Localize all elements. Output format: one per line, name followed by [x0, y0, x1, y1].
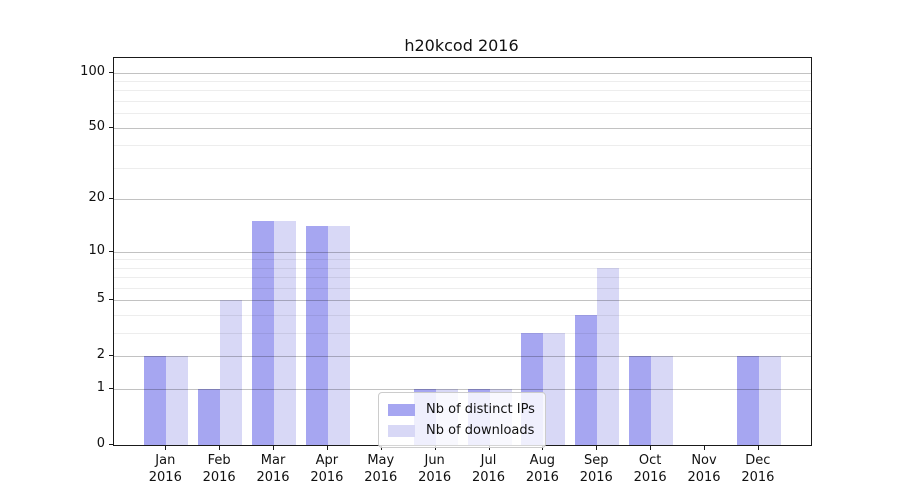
x-tick-mark: [327, 445, 328, 450]
chart-title: h20kcod 2016: [404, 36, 519, 55]
bar-nb-of-distinct-ips-feb: [198, 389, 221, 445]
x-tick-label-sep: Sep 2016: [579, 453, 613, 485]
x-tick-label-dec: Dec 2016: [741, 453, 775, 485]
x-tick-label-feb: Feb 2016: [202, 453, 236, 485]
y-tick-label: 2: [96, 347, 105, 363]
bar-nb-of-distinct-ips-oct: [629, 356, 652, 445]
y-tick-label: 100: [80, 63, 105, 79]
x-tick-label-jul: Jul 2016: [471, 453, 506, 485]
bar-nb-of-downloads-oct: [651, 356, 674, 445]
legend-label: Nb of distinct IPs: [426, 402, 535, 417]
bar-nb-of-downloads-sep: [597, 267, 620, 445]
bar-nb-of-distinct-ips-dec: [736, 356, 759, 445]
y-tick-mark: [109, 388, 113, 389]
x-tick-mark: [273, 445, 274, 450]
bar-nb-of-downloads-mar: [274, 221, 297, 445]
x-tick-label-jan: Jan 2016: [148, 453, 182, 485]
legend: Nb of distinct IPs Nb of downloads: [378, 392, 546, 448]
legend-swatch-icon: [388, 424, 415, 437]
x-tick-label-may: May 2016: [364, 453, 398, 485]
x-tick-label-mar: Mar 2016: [256, 453, 290, 485]
bar-nb-of-distinct-ips-apr: [305, 226, 328, 445]
y-tick-mark: [109, 198, 113, 199]
x-tick-mark: [650, 445, 651, 450]
y-tick-label: 1: [96, 380, 105, 396]
x-tick-mark: [704, 445, 705, 450]
bar-nb-of-distinct-ips-mar: [252, 221, 275, 445]
legend-row: Nb of downloads: [388, 420, 535, 441]
y-tick-mark: [109, 444, 113, 445]
bar-nb-of-distinct-ips-sep: [575, 315, 598, 445]
bar-nb-of-downloads-aug: [543, 333, 566, 445]
legend-row: Nb of distinct IPs: [388, 399, 535, 420]
x-tick-label-jun: Jun 2016: [418, 453, 452, 485]
legend-label: Nb of downloads: [426, 423, 535, 438]
y-tick-mark: [109, 299, 113, 300]
y-tick-label: 10: [88, 242, 105, 258]
y-tick-label: 50: [88, 118, 105, 134]
x-tick-label-oct: Oct 2016: [633, 453, 667, 485]
y-tick-mark: [109, 355, 113, 356]
x-tick-label-nov: Nov 2016: [687, 453, 721, 485]
x-tick-mark: [219, 445, 220, 450]
x-tick-mark: [596, 445, 597, 450]
y-tick-mark: [109, 251, 113, 252]
x-tick-label-apr: Apr 2016: [310, 453, 344, 485]
x-tick-mark: [165, 445, 166, 450]
plot-area: Nb of distinct IPs Nb of downloads: [113, 57, 812, 448]
y-tick-label: 20: [88, 190, 105, 206]
bar-nb-of-downloads-feb: [220, 300, 243, 445]
y-tick-label: 0: [96, 436, 105, 451]
x-tick-mark: [758, 445, 759, 450]
bar-nb-of-downloads-dec: [758, 356, 781, 445]
y-tick-mark: [109, 127, 113, 128]
bar-nb-of-distinct-ips-jan: [144, 356, 167, 445]
legend-swatch-icon: [388, 403, 415, 416]
bar-nb-of-downloads-apr: [327, 226, 350, 445]
x-tick-label-aug: Aug 2016: [525, 453, 559, 485]
bars-layer: [114, 58, 811, 445]
y-tick-label: 5: [96, 291, 105, 307]
y-tick-mark: [109, 72, 113, 73]
bar-nb-of-downloads-jan: [166, 356, 189, 445]
